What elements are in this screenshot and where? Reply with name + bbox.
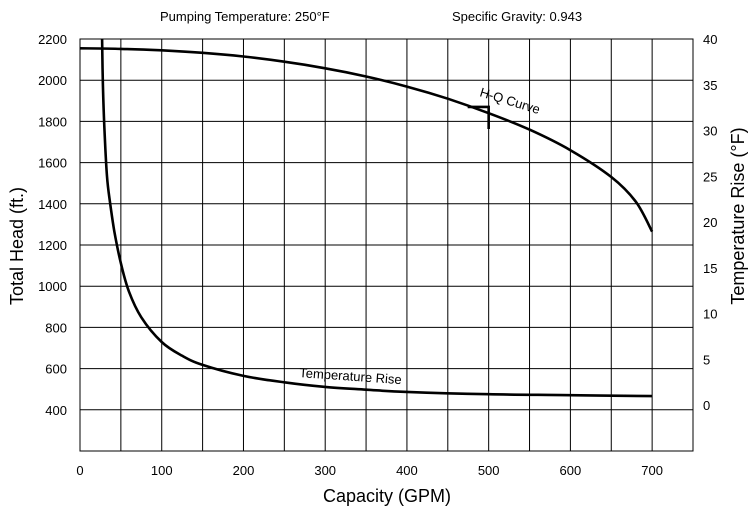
x-tick-label: 500 — [478, 463, 500, 478]
y2-tick-label: 5 — [703, 352, 710, 367]
x-tick-label: 700 — [641, 463, 663, 478]
x-tick-label: 100 — [151, 463, 173, 478]
y-tick-label: 2200 — [38, 32, 67, 47]
x-tick-label: 200 — [233, 463, 255, 478]
x-tick-label: 0 — [76, 463, 83, 478]
y2-tick-label: 20 — [703, 215, 717, 230]
temperature-rise-label: Temperature Rise — [299, 365, 402, 387]
grid — [80, 39, 693, 451]
y-tick-label: 1400 — [38, 197, 67, 212]
y-tick-label: 1600 — [38, 156, 67, 171]
plot-frame — [79, 38, 694, 452]
y2-tick-label: 25 — [703, 169, 717, 184]
y2-tick-label: 10 — [703, 307, 717, 322]
y2-tick-label: 30 — [703, 124, 717, 139]
y-tick-label: 1200 — [38, 238, 67, 253]
specific-gravity-label: Specific Gravity: 0.943 — [452, 9, 582, 24]
y-tick-label: 2000 — [38, 73, 67, 88]
curves — [79, 38, 654, 398]
operating-point-marker — [467, 105, 490, 129]
y-axis-title: Total Head (ft.) — [7, 187, 27, 305]
y2-tick-label: 15 — [703, 261, 717, 276]
y-tick-label: 1000 — [38, 279, 67, 294]
y2-tick-label: 0 — [703, 398, 710, 413]
y-tick-label: 1800 — [38, 114, 67, 129]
tick-labels: 0 100 200 300 400 500 600 700400600800100012001… — [38, 32, 717, 478]
x-tick-label: 600 — [560, 463, 582, 478]
x-tick-label: 300 — [314, 463, 336, 478]
temperature-rise-line — [100, 38, 653, 398]
x-axis-title: Capacity (GPM) — [323, 486, 451, 506]
y-tick-label: 800 — [45, 320, 67, 335]
y2-tick-label: 40 — [703, 32, 717, 47]
h-q-curve-line — [79, 47, 654, 233]
y-tick-label: 400 — [45, 403, 67, 418]
pumping-temperature-label: Pumping Temperature: 250°F — [160, 9, 330, 24]
y2-axis-title: Temperature Rise (°F) — [728, 127, 748, 304]
y-tick-label: 600 — [45, 362, 67, 377]
x-tick-label: 400 — [396, 463, 418, 478]
y2-tick-label: 35 — [703, 78, 717, 93]
